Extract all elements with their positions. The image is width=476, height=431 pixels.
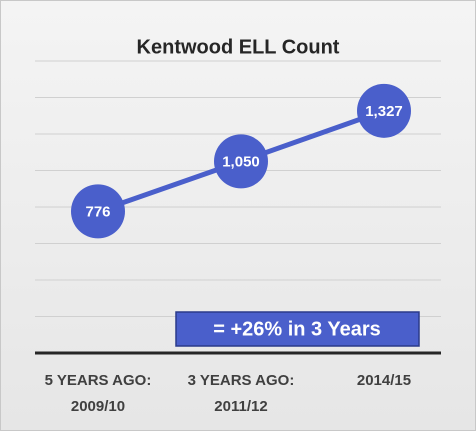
marker [214,134,268,189]
data-label: 776 [85,203,110,220]
marker [357,83,411,138]
x-tick-label: 3 YEARS AGO: 2011/12 [187,372,295,415]
data-label: 1,050 [222,153,260,170]
marker [71,184,125,239]
annotation: = +26% in 3 Years [213,318,381,340]
chart-title: Kentwood ELL Count [137,36,340,58]
x-tick-label: 2014/15 [356,372,412,389]
x-tick-label: 5 YEARS AGO: 2009/10 [44,372,152,415]
data-label: 1,327 [365,103,403,120]
annotation-box [175,311,420,347]
